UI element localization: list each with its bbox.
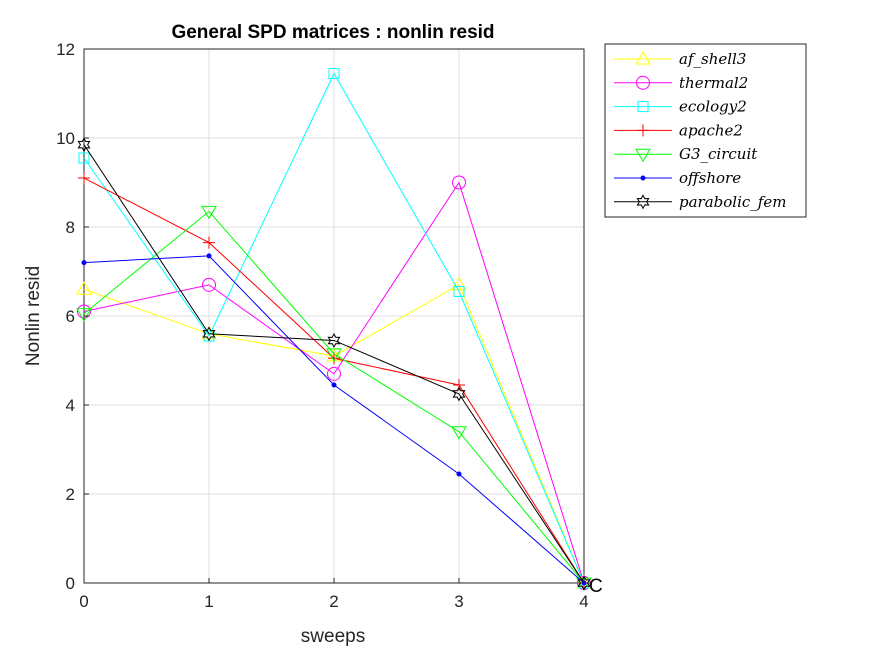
- x-tick-label: 2: [329, 592, 338, 611]
- data-point-ecology2: [453, 286, 465, 298]
- data-point-offshore: [206, 253, 212, 259]
- series-line-parabolic_fem: [83, 144, 585, 584]
- legend-label: offshore: [679, 169, 741, 187]
- annotation-label: C: [589, 576, 603, 597]
- y-tick-label: 6: [66, 307, 75, 326]
- series-parabolic_fem: [77, 137, 591, 591]
- series-layer: [76, 67, 592, 591]
- data-point-G3_circuit: [326, 348, 342, 362]
- legend-item-offshore: offshore: [614, 169, 741, 187]
- x-tick-label: 4: [579, 592, 588, 611]
- legend-item-G3_circuit: G3_circuit: [614, 145, 758, 163]
- data-point-af_shell3: [201, 325, 217, 340]
- legend-item-ecology2: ecology2: [614, 98, 747, 116]
- data-point-G3_circuit: [76, 308, 92, 322]
- data-point-apache2: [203, 236, 215, 249]
- legend-label: thermal2: [679, 74, 748, 92]
- series-line-thermal2: [83, 181, 585, 584]
- x-tick-label: 3: [454, 592, 463, 611]
- data-point-parabolic_fem: [202, 326, 216, 342]
- legend-label: af_shell3: [679, 50, 746, 68]
- data-point-parabolic_fem: [577, 575, 591, 591]
- data-point-ecology2: [78, 152, 90, 164]
- data-point-apache2: [78, 172, 90, 185]
- y-tick-label: 12: [56, 40, 75, 59]
- data-point-parabolic_fem: [452, 386, 466, 402]
- legend-label: G3_circuit: [679, 145, 758, 163]
- legend-marker: [636, 194, 650, 210]
- legend-label: parabolic_fem: [679, 193, 786, 211]
- y-axis-label: Nonlin resid: [23, 266, 44, 366]
- series-line-G3_circuit: [83, 210, 585, 584]
- data-point-thermal2: [202, 277, 216, 292]
- y-tick-label: 8: [66, 218, 75, 237]
- legend-marker: [640, 175, 646, 181]
- series-line-ecology2: [83, 72, 585, 584]
- legend-label: ecology2: [679, 98, 747, 116]
- x-tick-label: 1: [204, 592, 213, 611]
- legend-marker: [635, 148, 651, 163]
- legend-item-thermal2: thermal2: [614, 74, 748, 92]
- legend-item-af_shell3: af_shell3: [614, 50, 746, 68]
- data-point-G3_circuit: [201, 205, 217, 220]
- series-G3_circuit: [76, 205, 592, 591]
- legend: af_shell3 thermal2 ecology2 apache2 G3_circu…: [604, 43, 807, 218]
- data-point-G3_circuit: [451, 426, 467, 440]
- data-point-offshore: [456, 471, 462, 477]
- data-point-parabolic_fem: [77, 137, 91, 153]
- data-point-thermal2: [327, 366, 341, 381]
- chart-title: General SPD matrices : nonlin resid: [171, 22, 494, 43]
- series-thermal2: [77, 175, 591, 590]
- x-axis-label: sweeps: [301, 626, 365, 647]
- y-tick-label: 2: [66, 485, 75, 504]
- y-tick-label: 10: [56, 129, 75, 148]
- legend-item-apache2: apache2: [614, 121, 743, 139]
- data-point-offshore: [331, 382, 337, 388]
- data-point-parabolic_fem: [327, 332, 341, 349]
- legend-marker: [637, 101, 649, 113]
- legend-marker: [636, 75, 650, 90]
- data-point-af_shell3: [451, 276, 467, 291]
- data-point-thermal2: [452, 175, 466, 190]
- legend-marker: [635, 51, 651, 65]
- legend-label: apache2: [679, 121, 743, 139]
- legend-item-parabolic_fem: parabolic_fem: [614, 193, 786, 211]
- y-tick-label: 0: [66, 574, 75, 593]
- data-point-offshore: [81, 260, 87, 266]
- data-point-apache2: [453, 378, 465, 391]
- x-tick-label: 0: [79, 592, 88, 611]
- legend-marker: [637, 124, 649, 137]
- data-point-af_shell3: [76, 281, 92, 295]
- data-point-ecology2: [328, 67, 340, 79]
- y-tick-label: 4: [66, 396, 75, 415]
- data-point-thermal2: [77, 304, 91, 319]
